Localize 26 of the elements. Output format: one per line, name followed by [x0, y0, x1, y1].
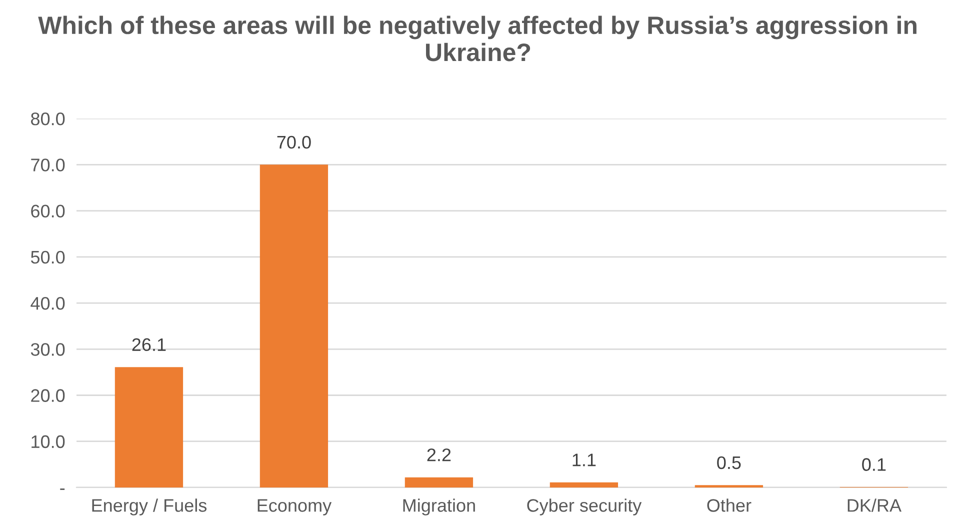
- data-label: 0.5: [717, 456, 741, 470]
- data-label: 2.2: [427, 448, 451, 462]
- bar: [404, 477, 474, 488]
- data-label: 1.1: [572, 454, 596, 466]
- bar: [550, 482, 618, 488]
- x-tick-label: Cyber security: [527, 498, 642, 516]
- y-tick-label: 40.0: [30, 296, 65, 310]
- x-tick-label: Migration: [403, 498, 475, 516]
- y-tick-label: 30.0: [30, 343, 65, 356]
- y-tick-label: 60.0: [31, 204, 65, 218]
- x-tick-label: Economy: [258, 499, 332, 516]
- x-tick-label: Energy / Fuels: [92, 498, 207, 516]
- y-tick-label: 50.0: [30, 250, 65, 264]
- bar: [114, 367, 184, 488]
- data-label: 26.1: [132, 338, 166, 352]
- x-tick-label: DK/RA: [848, 498, 902, 512]
- bar: [260, 164, 328, 488]
- y-tick-label: 20.0: [31, 389, 65, 402]
- y-tick-label: 70.0: [31, 158, 65, 172]
- x-tick-label: Other: [707, 498, 752, 512]
- y-tick-label: 10.0: [32, 435, 65, 448]
- y-tick-label: -: [60, 488, 65, 490]
- chart-title: Which of these areas will be negatively affected by Russia’s aggression in Ukraine?: [38, 16, 916, 62]
- data-label: 70.0: [277, 136, 311, 149]
- data-label: 0.1: [862, 458, 886, 471]
- y-tick-label: 80.0: [31, 112, 65, 126]
